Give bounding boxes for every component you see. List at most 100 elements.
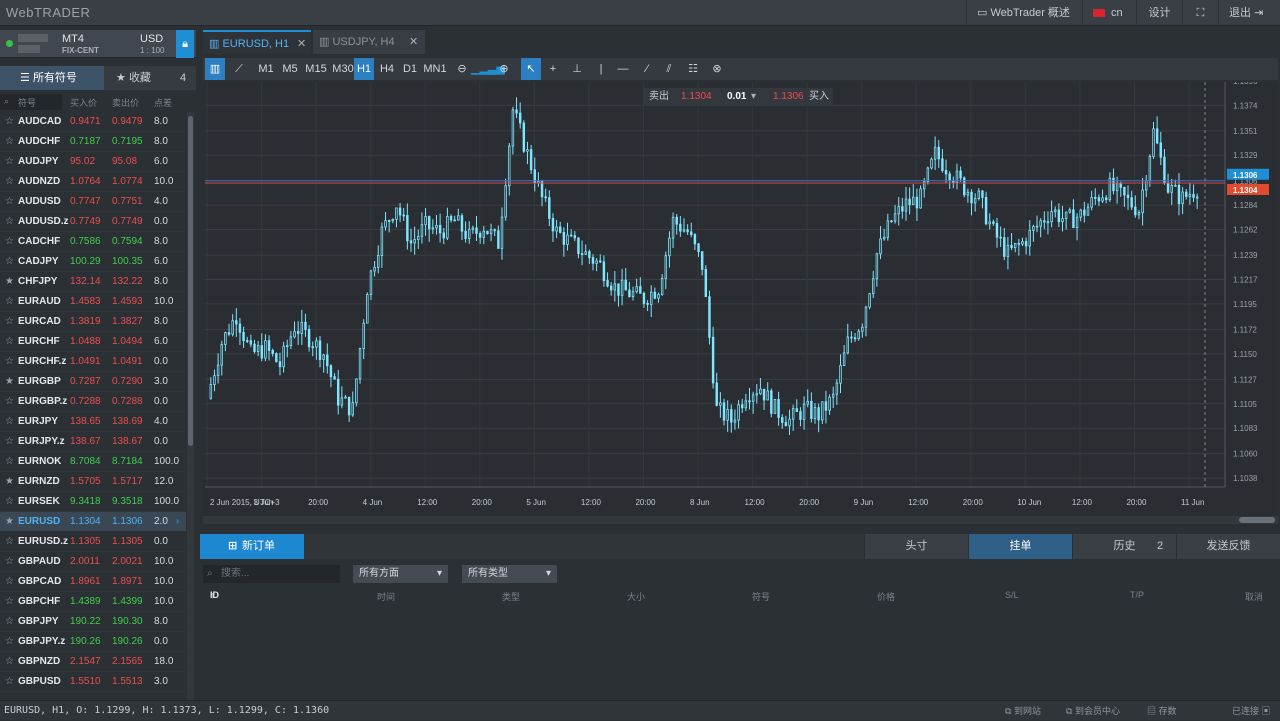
symbol-row[interactable]: ☆ EURAUD 1.4583 1.4593 10.0 <box>0 292 186 312</box>
close-icon[interactable]: ✕ <box>409 36 419 48</box>
buy-button[interactable]: 买入 <box>809 91 829 102</box>
symbol-row[interactable]: ★ EURUSD 1.1304 1.1306 2.0 › <box>0 512 186 532</box>
favorite-star-icon[interactable]: ☆ <box>5 136 14 147</box>
favorite-star-icon[interactable]: ☆ <box>5 256 14 267</box>
symbol-row[interactable]: ☆ AUDCAD 0.9471 0.9479 8.0 <box>0 112 186 132</box>
symbol-row[interactable]: ☆ AUDJPY 95.02 95.08 6.0 <box>0 152 186 172</box>
col-size[interactable]: 大小 <box>627 592 646 602</box>
design-button[interactable]: 设计 <box>1136 0 1182 26</box>
tab-pending[interactable]: 挂单 <box>968 534 1072 559</box>
favorite-star-icon[interactable]: ★ <box>5 516 14 527</box>
candle-chart-icon[interactable]: ▥ <box>205 58 225 80</box>
symbol-row[interactable]: ☆ CADJPY 100.29 100.35 6.0 <box>0 252 186 272</box>
lock-button[interactable]: 🔒︎ <box>176 30 194 58</box>
favorite-star-icon[interactable]: ☆ <box>5 636 14 647</box>
crosshair-icon[interactable]: + <box>549 63 557 75</box>
favorite-star-icon[interactable]: ☆ <box>5 216 14 227</box>
favorite-star-icon[interactable]: ★ <box>5 476 14 487</box>
lot-dropdown-icon[interactable]: ▾ <box>751 91 757 102</box>
favorite-star-icon[interactable]: ☆ <box>5 436 14 447</box>
symbol-row[interactable]: ☆ EURJPY 138.65 138.69 4.0 <box>0 412 186 432</box>
horizontal-line-icon[interactable]: — <box>617 63 629 75</box>
sell-price[interactable]: 1.1304 <box>681 91 712 102</box>
buy-price[interactable]: 1.1306 <box>773 91 804 102</box>
lot-size[interactable]: 0.01 <box>727 91 747 102</box>
symbol-row[interactable]: ☆ EURCAD 1.3819 1.3827 8.0 <box>0 312 186 332</box>
tf-d1[interactable]: D1 <box>402 63 418 75</box>
symbol-row[interactable]: ☆ GBPJPY 190.22 190.30 8.0 <box>0 612 186 632</box>
close-icon[interactable]: ✕ <box>297 38 307 50</box>
col-type[interactable]: 类型 <box>502 592 521 602</box>
symbol-row[interactable]: ☆ GBPNZD 2.1547 2.1565 18.0 <box>0 652 186 672</box>
favorite-star-icon[interactable]: ☆ <box>5 556 14 567</box>
tab-all-symbols[interactable]: ☰ 所有符号 <box>0 66 104 90</box>
col-cancel[interactable]: 取消 <box>1245 592 1264 602</box>
tf-h4[interactable]: H4 <box>379 63 395 75</box>
new-order-button[interactable]: ⊞ 新订单 <box>200 534 304 559</box>
logout-button[interactable]: 退出 ⇥ <box>1218 0 1280 26</box>
col-tp[interactable]: T/P <box>1130 590 1145 600</box>
favorite-star-icon[interactable]: ☆ <box>5 116 14 127</box>
tf-mn1[interactable]: MN1 <box>423 63 447 75</box>
tab-history[interactable]: 历史 2 <box>1072 534 1176 559</box>
favorite-star-icon[interactable]: ☆ <box>5 496 14 507</box>
favorite-star-icon[interactable]: ☆ <box>5 296 14 307</box>
cursor-icon[interactable]: ↖ <box>521 58 541 80</box>
col-sl[interactable]: S/L <box>1005 590 1019 600</box>
favorite-star-icon[interactable]: ☆ <box>5 416 14 427</box>
symbol-row[interactable]: ☆ AUDUSD.z 0.7749 0.7749 0.0 <box>0 212 186 232</box>
favorite-star-icon[interactable]: ☆ <box>5 396 14 407</box>
tab-favorites[interactable]: ★ 收藏 4 <box>104 66 196 90</box>
col-symbol[interactable]: 符号 <box>752 592 771 602</box>
symbol-scroll-thumb[interactable] <box>188 116 193 446</box>
chevron-right-icon[interactable]: › <box>176 516 180 527</box>
tab-feedback[interactable]: 发送反馈 <box>1176 534 1280 559</box>
fibonacci-icon[interactable]: ☷ <box>688 63 698 75</box>
channel-icon[interactable]: ⫽ <box>666 63 672 75</box>
symbol-row[interactable]: ☆ GBPCHF 1.4389 1.4399 10.0 <box>0 592 186 612</box>
chart-tab-eurusd[interactable]: ▥ EURUSD, H1 ✕ <box>203 30 311 54</box>
symbol-row[interactable]: ☆ GBPJPY.z 190.26 190.26 0.0 <box>0 632 186 652</box>
price-chart[interactable]: 1.1396 1.1374 1.1351 1.1329 1.1306 1.1284 1.12… <box>203 77 1278 527</box>
type-select[interactable]: 所有类型 ▾ <box>462 565 557 583</box>
fullscreen-button[interactable]: ⛶ <box>1182 0 1218 26</box>
symbol-row[interactable]: ☆ EURGBP.z 0.7288 0.7288 0.0 <box>0 392 186 412</box>
favorite-star-icon[interactable]: ★ <box>5 276 14 287</box>
save-button[interactable]: ▤ 存数 <box>1147 706 1177 716</box>
tab-positions[interactable]: 头寸 <box>864 534 968 559</box>
symbol-row[interactable]: ★ EURGBP 0.7287 0.7290 3.0 <box>0 372 186 392</box>
zoom-out-icon[interactable]: ⊖ <box>457 63 467 75</box>
tf-h1[interactable]: H1 <box>354 58 374 80</box>
trend-line-icon[interactable]: ⁄ <box>646 63 648 75</box>
favorite-star-icon[interactable]: ★ <box>5 376 14 387</box>
symbol-row[interactable]: ☆ AUDNZD 1.0764 1.0774 10.0 <box>0 172 186 192</box>
symbol-row[interactable]: ☆ EURUSD.z 1.1305 1.1305 0.0 <box>0 532 186 552</box>
overview-button[interactable]: ▭ WebTrader 概述 <box>966 0 1082 26</box>
favorite-star-icon[interactable]: ☆ <box>5 656 14 667</box>
language-button[interactable]: cn <box>1082 0 1136 26</box>
direction-select[interactable]: 所有方面 ▾ <box>353 565 448 583</box>
symbol-row[interactable]: ☆ AUDCHF 0.7187 0.7195 8.0 <box>0 132 186 152</box>
zoom-in-icon[interactable]: ⊕ <box>499 63 509 75</box>
favorite-star-icon[interactable]: ☆ <box>5 536 14 547</box>
col-time[interactable]: 时间 <box>377 592 396 602</box>
favorite-star-icon[interactable]: ☆ <box>5 336 14 347</box>
favorite-star-icon[interactable]: ☆ <box>5 596 14 607</box>
favorite-star-icon[interactable]: ☆ <box>5 156 14 167</box>
tf-m15[interactable]: M15 <box>305 63 327 75</box>
order-search-input[interactable]: ⌕ 搜索... <box>203 565 340 583</box>
favorite-star-icon[interactable]: ☆ <box>5 176 14 187</box>
tf-m5[interactable]: M5 <box>282 63 298 75</box>
chart-tab-usdjpy[interactable]: ▥ USDJPY, H4 ✕ <box>313 30 425 54</box>
website-link[interactable]: ⧉ 到网站 <box>1005 706 1041 716</box>
tf-m1[interactable]: M1 <box>258 63 274 75</box>
tf-m30[interactable]: M30 <box>332 63 354 75</box>
sell-button[interactable]: 卖出 <box>649 91 669 102</box>
symbol-row[interactable]: ☆ AUDUSD 0.7747 0.7751 4.0 <box>0 192 186 212</box>
symbol-row[interactable]: ☆ GBPUSD 1.5510 1.5513 3.0 <box>0 672 186 692</box>
vertical-line-icon[interactable]: | <box>599 63 603 75</box>
symbol-row[interactable]: ☆ EURNOK 8.7084 8.7184 100.0 <box>0 452 186 472</box>
symbol-row[interactable]: ☆ CADCHF 0.7586 0.7594 8.0 <box>0 232 186 252</box>
symbol-row[interactable]: ★ CHFJPY 132.14 132.22 8.0 <box>0 272 186 292</box>
symbol-row[interactable]: ☆ EURJPY.z 138.67 138.67 0.0 <box>0 432 186 452</box>
